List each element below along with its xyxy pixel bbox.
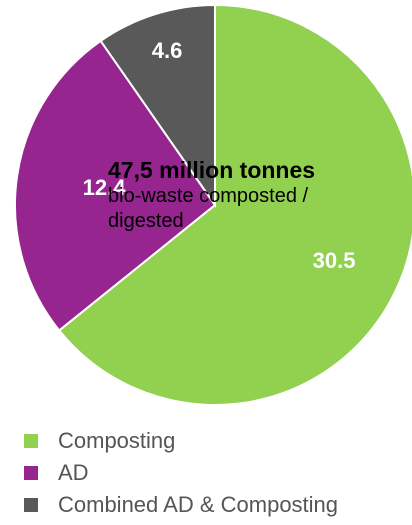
pie-chart: 30.5 12.4 4.6 xyxy=(14,3,412,406)
legend-item-combined: Combined AD & Composting xyxy=(24,489,338,521)
legend-swatch-composting xyxy=(24,434,38,448)
legend-item-composting: Composting xyxy=(24,425,338,457)
legend-label-composting: Composting xyxy=(58,428,176,453)
annotation-title: 47,5 million tonnes xyxy=(108,157,316,183)
pie-slice-2 xyxy=(14,39,217,332)
slice-data-label-3: 4.6 xyxy=(152,38,183,63)
slice-data-label-1: 30.5 xyxy=(313,248,356,273)
pie-slice-3 xyxy=(99,3,216,209)
legend-swatch-ad xyxy=(24,466,38,480)
legend-swatch-combined xyxy=(24,498,38,512)
slice-data-label-2: 12.4 xyxy=(83,175,127,200)
legend: Composting AD Combined AD & Composting xyxy=(24,425,338,521)
center-annotation: 47,5 million tonnes bio-waste composted … xyxy=(108,156,358,234)
legend-label-ad: AD xyxy=(58,460,89,485)
pie-slice-1 xyxy=(57,3,412,406)
annotation-subtitle: bio-waste composted / digested xyxy=(108,185,309,232)
legend-label-combined: Combined AD & Composting xyxy=(58,492,339,517)
legend-item-ad: AD xyxy=(24,457,338,489)
